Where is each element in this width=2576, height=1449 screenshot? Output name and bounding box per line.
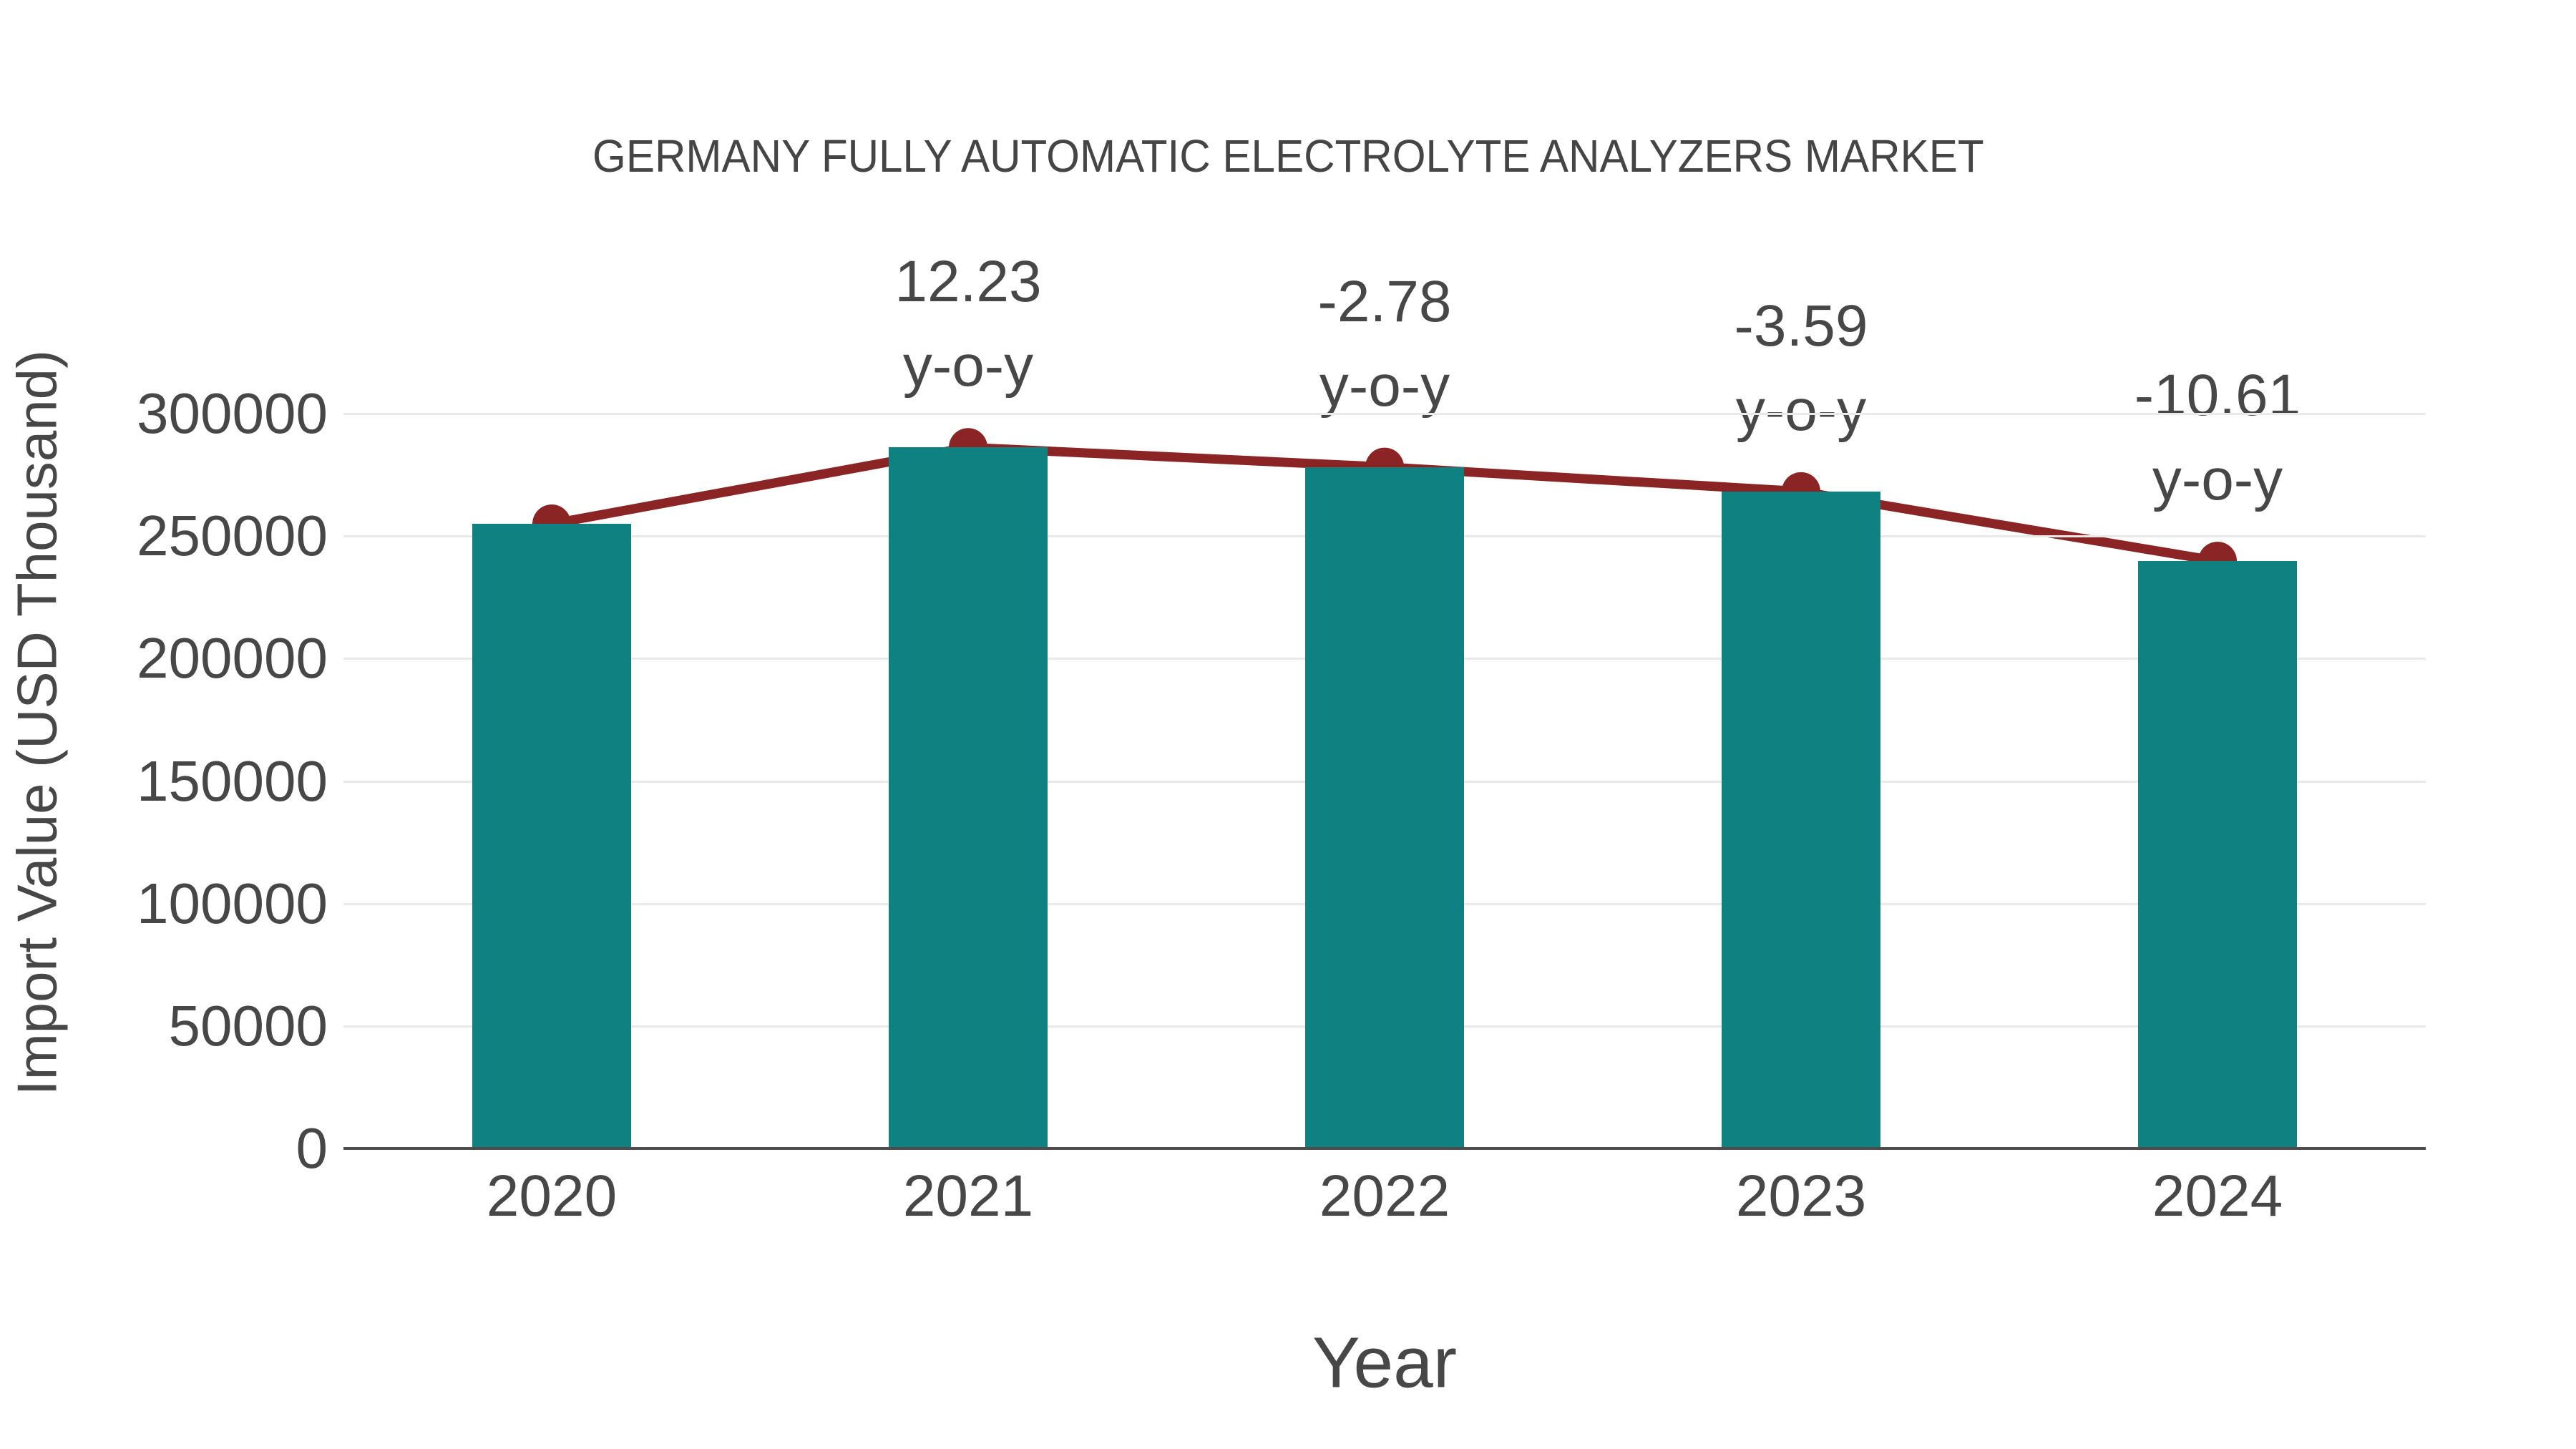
bar-2022 bbox=[1305, 467, 1464, 1148]
y-tick-label-100000: 100000 bbox=[137, 871, 328, 935]
bar-2023 bbox=[1722, 491, 1880, 1148]
x-tick-label-2020: 2020 bbox=[486, 1163, 618, 1229]
yoy-value-label: -10.61 bbox=[2134, 363, 2301, 429]
gridline-300000 bbox=[343, 413, 2426, 415]
y-tick-label-150000: 150000 bbox=[137, 748, 328, 813]
y-tick-label-0: 0 bbox=[296, 1116, 328, 1180]
yoy-annotation-2021: 12.23 y-o-y bbox=[894, 240, 1041, 409]
y-tick-label-300000: 300000 bbox=[137, 381, 328, 445]
x-tick-label-2023: 2023 bbox=[1735, 1163, 1867, 1229]
yoy-value-label: -3.59 bbox=[1734, 293, 1868, 358]
yoy-suffix-label: y-o-y bbox=[2152, 447, 2283, 513]
y-tick-label-250000: 250000 bbox=[137, 504, 328, 568]
bar-2021 bbox=[889, 447, 1048, 1148]
yoy-suffix-label: y-o-y bbox=[1735, 377, 1867, 443]
bar-2024 bbox=[2138, 561, 2297, 1148]
y-axis-title: Import Value (USD Thousand) bbox=[5, 350, 69, 1096]
yoy-annotation-2024: -10.61 y-o-y bbox=[2135, 353, 2301, 522]
bar-2020 bbox=[472, 524, 631, 1148]
x-tick-label-2024: 2024 bbox=[2152, 1163, 2283, 1229]
x-tick-label-2021: 2021 bbox=[902, 1163, 1034, 1229]
y-tick-label-50000: 50000 bbox=[168, 993, 328, 1058]
yoy-value-label: -2.78 bbox=[1317, 268, 1452, 334]
chart-title: GERMANY FULLY AUTOMATIC ELECTROLYTE ANAL… bbox=[0, 127, 2576, 185]
x-axis-line bbox=[343, 1147, 2426, 1150]
y-tick-label-200000: 200000 bbox=[137, 626, 328, 691]
yoy-value-label: 12.23 bbox=[894, 249, 1042, 315]
x-axis-title: Year bbox=[1312, 1322, 1458, 1403]
yoy-suffix-label: y-o-y bbox=[1319, 353, 1450, 419]
yoy-annotation-2022: -2.78 y-o-y bbox=[1318, 260, 1452, 429]
x-tick-label-2022: 2022 bbox=[1319, 1163, 1450, 1229]
yoy-suffix-label: y-o-y bbox=[902, 333, 1034, 399]
chart-title-text: GERMANY FULLY AUTOMATIC ELECTROLYTE ANAL… bbox=[592, 130, 1984, 182]
yoy-annotation-2023: -3.59 y-o-y bbox=[1735, 284, 1868, 453]
